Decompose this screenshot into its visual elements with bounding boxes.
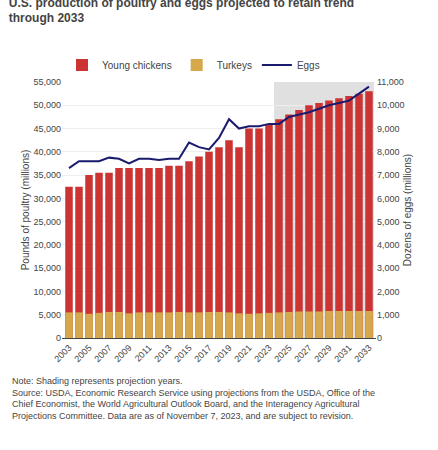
svg-text:50,000: 50,000: [33, 100, 61, 110]
svg-text:2013: 2013: [152, 343, 173, 364]
svg-text:2007: 2007: [92, 343, 113, 364]
svg-text:Dozens of eggs (millions): Dozens of eggs (millions): [402, 154, 413, 266]
svg-text:2011: 2011: [133, 343, 154, 364]
svg-text:2033: 2033: [352, 343, 373, 364]
svg-text:40,000: 40,000: [33, 147, 61, 157]
svg-text:1,000: 1,000: [377, 310, 400, 320]
svg-text:5,000: 5,000: [38, 310, 61, 320]
svg-text:35,000: 35,000: [33, 170, 61, 180]
svg-text:2009: 2009: [112, 343, 133, 364]
svg-text:Note: Shading represents proje: Note: Shading represents projection year…: [12, 376, 375, 421]
svg-text:2029: 2029: [312, 343, 333, 364]
svg-text:Turkeys: Turkeys: [217, 60, 252, 71]
svg-text:15,000: 15,000: [33, 263, 61, 273]
svg-text:4,000: 4,000: [377, 240, 400, 250]
svg-text:U.S. production of poultry and: U.S. production of poultry and eggs proj…: [9, 0, 354, 25]
svg-text:0: 0: [56, 333, 61, 343]
svg-text:2025: 2025: [272, 343, 293, 364]
svg-text:45,000: 45,000: [33, 124, 61, 134]
svg-text:3,000: 3,000: [377, 263, 400, 273]
svg-text:6,000: 6,000: [377, 194, 400, 204]
svg-text:2017: 2017: [192, 343, 213, 364]
svg-text:0: 0: [377, 333, 382, 343]
svg-text:Young chickens: Young chickens: [102, 60, 172, 71]
svg-text:2031: 2031: [332, 343, 353, 364]
svg-text:25,000: 25,000: [33, 217, 61, 227]
svg-text:Eggs: Eggs: [297, 60, 320, 71]
svg-text:20,000: 20,000: [33, 240, 61, 250]
svg-text:10,000: 10,000: [33, 287, 61, 297]
svg-text:2015: 2015: [172, 343, 193, 364]
svg-text:2021: 2021: [232, 343, 253, 364]
svg-text:2003: 2003: [52, 343, 73, 364]
svg-text:30,000: 30,000: [33, 194, 61, 204]
svg-text:5,000: 5,000: [377, 217, 400, 227]
svg-text:2027: 2027: [292, 343, 313, 364]
svg-text:8,000: 8,000: [377, 147, 400, 157]
svg-text:55,000: 55,000: [33, 77, 61, 87]
svg-text:Pounds of poultry (millions): Pounds of poultry (millions): [20, 150, 31, 271]
svg-text:7,000: 7,000: [377, 170, 400, 180]
svg-text:10,000: 10,000: [377, 100, 405, 110]
svg-text:2,000: 2,000: [377, 287, 400, 297]
svg-text:11,000: 11,000: [377, 77, 404, 87]
svg-text:2005: 2005: [72, 343, 93, 364]
svg-text:2023: 2023: [252, 343, 273, 364]
svg-text:9,000: 9,000: [377, 124, 400, 134]
svg-text:2019: 2019: [212, 343, 233, 364]
